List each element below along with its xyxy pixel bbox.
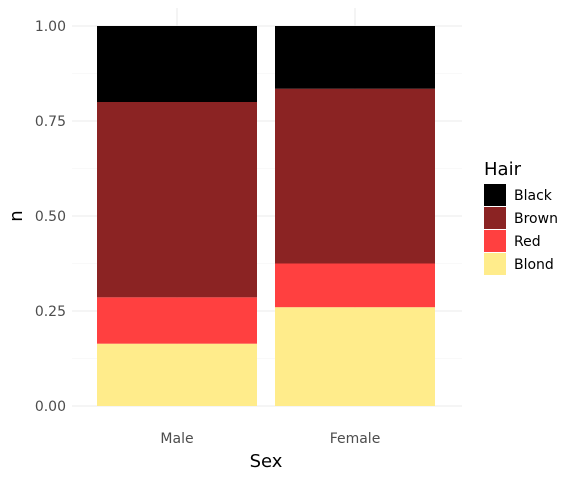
bar-segment-red-female — [275, 263, 435, 308]
y-tick-label: 0.75 — [35, 114, 66, 130]
legend-label-red: Red — [514, 234, 541, 250]
legend: Hair Black Brown Red Blond — [484, 159, 558, 275]
bar-segment-brown-female — [275, 88, 435, 264]
legend-key-brown — [484, 207, 506, 229]
bar-segment-brown-male — [97, 102, 257, 298]
legend-label-brown: Brown — [514, 211, 558, 227]
legend-key-black — [484, 184, 506, 206]
legend-title: Hair — [484, 159, 522, 180]
legend-key-red — [484, 230, 506, 252]
bar-segment-blond-male — [97, 343, 257, 406]
y-axis-title: n — [6, 210, 27, 221]
x-axis-ticks: Male Female — [160, 431, 380, 447]
y-tick-label: 1.00 — [35, 19, 66, 35]
x-axis-title: Sex — [250, 451, 283, 472]
bar-segment-black-male — [97, 26, 257, 102]
y-axis-ticks: 0.00 0.25 0.50 0.75 1.00 — [35, 19, 66, 415]
y-tick-label: 0.25 — [35, 304, 66, 320]
bar-segment-blond-female — [275, 307, 435, 406]
x-tick-label: Female — [330, 431, 381, 447]
legend-label-black: Black — [514, 188, 553, 204]
bar-segment-black-female — [275, 26, 435, 89]
bar-segment-red-male — [97, 297, 257, 344]
legend-key-blond — [484, 253, 506, 275]
y-tick-label: 0.00 — [35, 399, 66, 415]
bars — [97, 26, 435, 406]
legend-label-blond: Blond — [514, 257, 554, 273]
x-tick-label: Male — [160, 431, 193, 447]
y-tick-label: 0.50 — [35, 209, 66, 225]
